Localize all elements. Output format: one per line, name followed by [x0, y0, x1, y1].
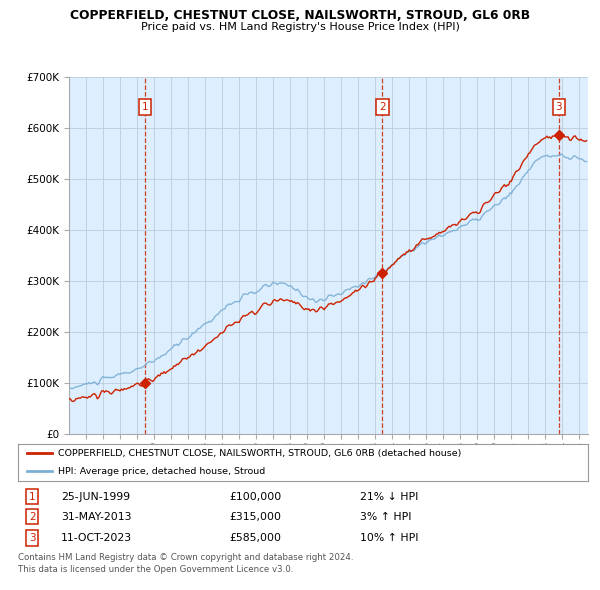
Text: HPI: Average price, detached house, Stroud: HPI: Average price, detached house, Stro… [58, 467, 265, 476]
Text: This data is licensed under the Open Government Licence v3.0.: This data is licensed under the Open Gov… [18, 565, 293, 573]
Text: Contains HM Land Registry data © Crown copyright and database right 2024.: Contains HM Land Registry data © Crown c… [18, 553, 353, 562]
Text: £585,000: £585,000 [229, 533, 281, 543]
Text: 3% ↑ HPI: 3% ↑ HPI [360, 512, 412, 522]
Text: COPPERFIELD, CHESTNUT CLOSE, NAILSWORTH, STROUD, GL6 0RB: COPPERFIELD, CHESTNUT CLOSE, NAILSWORTH,… [70, 9, 530, 22]
Text: 3: 3 [556, 102, 562, 112]
Text: 11-OCT-2023: 11-OCT-2023 [61, 533, 132, 543]
Text: 1: 1 [142, 102, 149, 112]
Text: 10% ↑ HPI: 10% ↑ HPI [360, 533, 419, 543]
Text: £100,000: £100,000 [229, 491, 281, 502]
Text: £315,000: £315,000 [229, 512, 281, 522]
Text: 25-JUN-1999: 25-JUN-1999 [61, 491, 130, 502]
Text: 3: 3 [29, 533, 35, 543]
Text: Price paid vs. HM Land Registry's House Price Index (HPI): Price paid vs. HM Land Registry's House … [140, 22, 460, 32]
Text: 2: 2 [29, 512, 35, 522]
Text: 2: 2 [379, 102, 386, 112]
Text: 21% ↓ HPI: 21% ↓ HPI [360, 491, 418, 502]
Text: COPPERFIELD, CHESTNUT CLOSE, NAILSWORTH, STROUD, GL6 0RB (detached house): COPPERFIELD, CHESTNUT CLOSE, NAILSWORTH,… [58, 449, 461, 458]
Text: 1: 1 [29, 491, 35, 502]
Text: 31-MAY-2013: 31-MAY-2013 [61, 512, 131, 522]
